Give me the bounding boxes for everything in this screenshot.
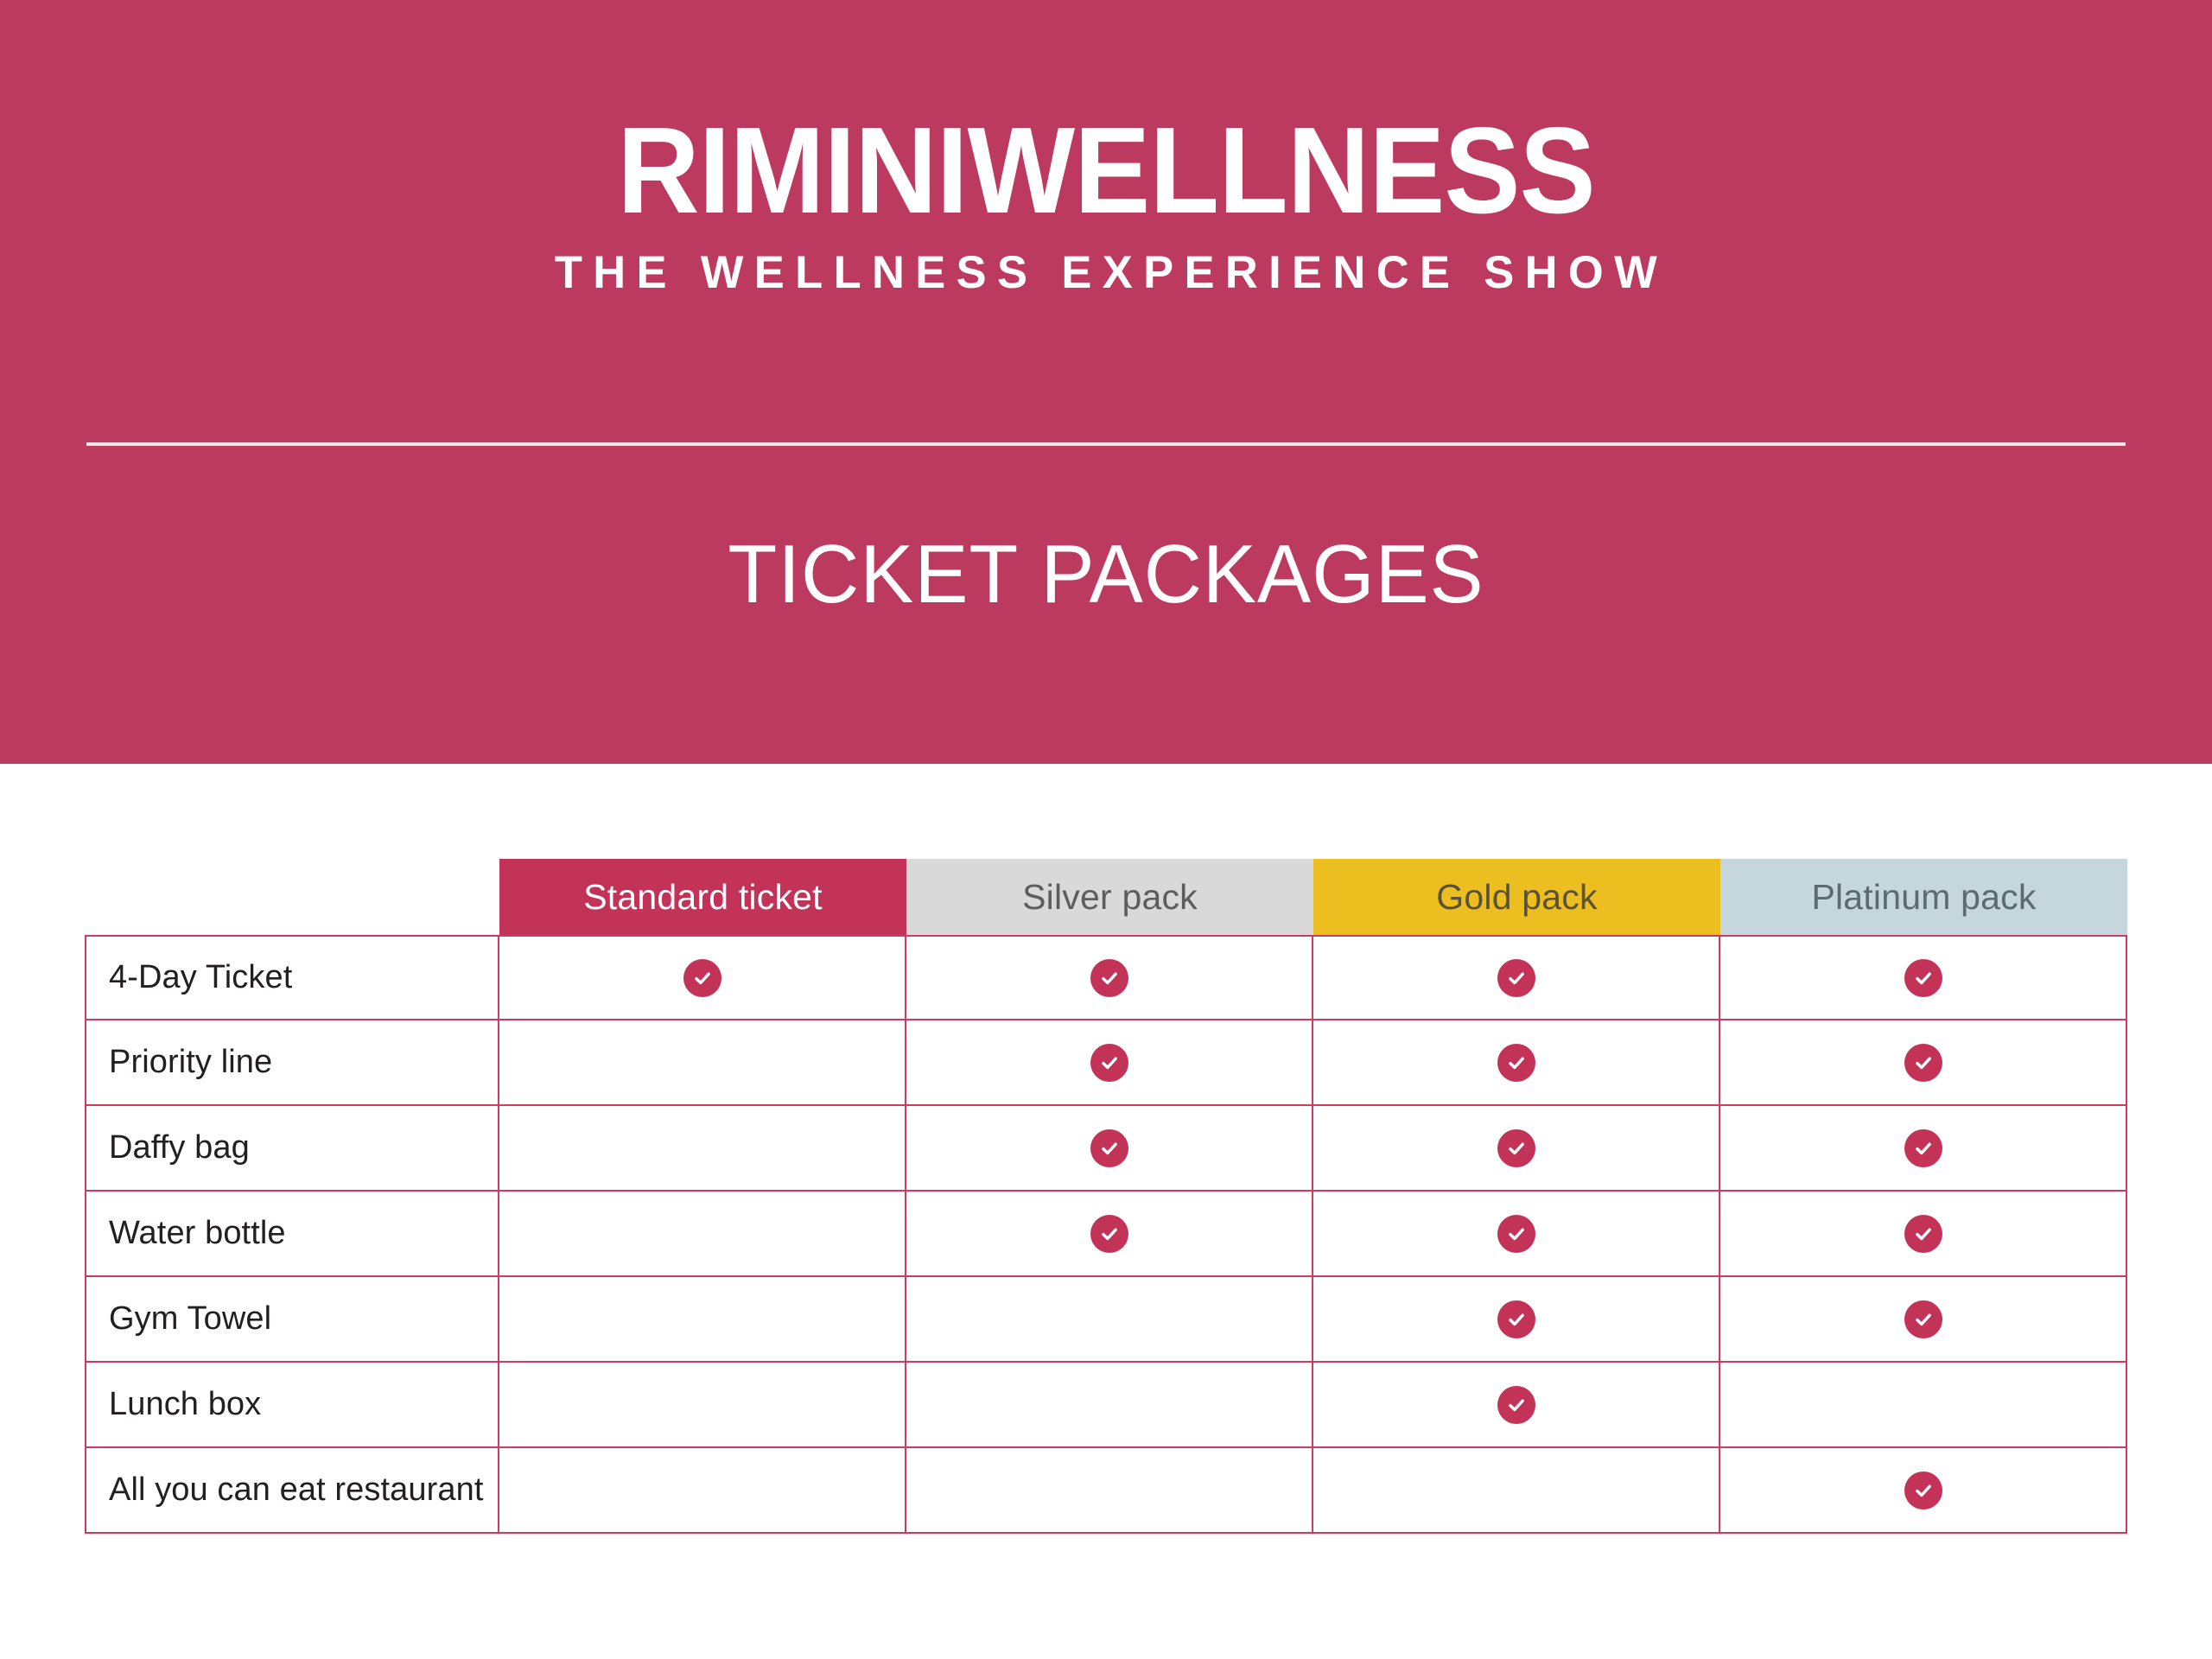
column-header-platinum[interactable]: Platinum pack <box>1720 859 2127 935</box>
check-circle-icon <box>1904 1300 1942 1338</box>
cell-included-platinum <box>1720 1192 2127 1277</box>
table-row: Daffy bag <box>85 1106 2127 1192</box>
check-circle-icon <box>1497 958 1535 997</box>
feature-label: All you can eat restaurant <box>85 1448 499 1534</box>
brand-logo: RIMINIWELLNESS THE WELLNESS EXPERIENCE S… <box>0 102 2212 299</box>
cell-excluded-standard <box>499 1106 906 1192</box>
check-circle-icon <box>1090 958 1128 997</box>
table-body: 4-Day Ticket Priority line Daffy bag Water … <box>85 935 2127 1534</box>
check-circle-icon <box>1904 958 1942 997</box>
check-circle-icon <box>1090 1128 1128 1167</box>
check-circle-icon <box>1904 1471 1942 1510</box>
cell-excluded-standard <box>499 1277 906 1363</box>
cell-included-gold <box>1313 1020 1720 1106</box>
feature-label: Daffy bag <box>85 1106 499 1192</box>
table-row: All you can eat restaurant <box>85 1448 2127 1534</box>
cell-excluded-standard <box>499 1448 906 1534</box>
check-circle-icon <box>1497 1300 1535 1338</box>
header-banner: RIMINIWELLNESS THE WELLNESS EXPERIENCE S… <box>0 0 2212 764</box>
cell-included-silver <box>906 1192 1313 1277</box>
page-title: TICKET PACKAGES <box>728 528 1484 620</box>
check-circle-icon <box>1497 1385 1535 1424</box>
feature-column-header <box>85 859 499 935</box>
cell-excluded-gold <box>1313 1448 1720 1534</box>
logo-tagline: THE WELLNESS EXPERIENCE SHOW <box>554 247 1669 299</box>
table-row: Lunch box <box>85 1363 2127 1448</box>
cell-included-gold <box>1313 1277 1720 1363</box>
feature-label: Priority line <box>85 1020 499 1106</box>
feature-label: 4-Day Ticket <box>85 935 499 1020</box>
feature-label: Gym Towel <box>85 1277 499 1363</box>
column-header-gold[interactable]: Gold pack <box>1313 859 1720 935</box>
cell-included-silver <box>906 935 1313 1020</box>
feature-label: Water bottle <box>85 1192 499 1277</box>
cell-excluded-platinum <box>1720 1363 2127 1448</box>
table-row: Priority line <box>85 1020 2127 1106</box>
cell-excluded-standard <box>499 1363 906 1448</box>
cell-included-platinum <box>1720 1277 2127 1363</box>
table-header-row: Standard ticket Silver pack Gold pack Pl… <box>85 859 2127 935</box>
check-circle-icon <box>1090 1214 1128 1253</box>
packages-table-wrapper: Standard ticket Silver pack Gold pack Pl… <box>85 859 2127 1534</box>
packages-comparison-table: Standard ticket Silver pack Gold pack Pl… <box>85 859 2127 1534</box>
cell-included-silver <box>906 1106 1313 1192</box>
cell-included-platinum <box>1720 1020 2127 1106</box>
check-circle-icon <box>1904 1214 1942 1253</box>
cell-included-gold <box>1313 935 1720 1020</box>
logo-wordmark: RIMINIWELLNESS <box>617 102 1595 239</box>
cell-included-platinum <box>1720 935 2127 1020</box>
table-row: 4-Day Ticket <box>85 935 2127 1020</box>
check-circle-icon <box>1497 1214 1535 1253</box>
check-circle-icon <box>1090 1043 1128 1082</box>
banner-divider <box>86 442 2126 446</box>
column-header-silver[interactable]: Silver pack <box>906 859 1313 935</box>
cell-excluded-silver <box>906 1277 1313 1363</box>
cell-included-gold <box>1313 1106 1720 1192</box>
cell-excluded-silver <box>906 1363 1313 1448</box>
check-circle-icon <box>1497 1043 1535 1082</box>
cell-included-platinum <box>1720 1448 2127 1534</box>
cell-included-gold <box>1313 1363 1720 1448</box>
cell-excluded-standard <box>499 1020 906 1106</box>
check-circle-icon <box>1904 1128 1942 1167</box>
table-row: Water bottle <box>85 1192 2127 1277</box>
table-row: Gym Towel <box>85 1277 2127 1363</box>
feature-label: Lunch box <box>85 1363 499 1448</box>
check-circle-icon <box>1497 1128 1535 1167</box>
cell-excluded-silver <box>906 1448 1313 1534</box>
cell-included-standard <box>499 935 906 1020</box>
table-header: Standard ticket Silver pack Gold pack Pl… <box>85 859 2127 935</box>
check-circle-icon <box>1904 1043 1942 1082</box>
check-circle-icon <box>683 958 721 997</box>
cell-included-gold <box>1313 1192 1720 1277</box>
cell-excluded-standard <box>499 1192 906 1277</box>
cell-included-silver <box>906 1020 1313 1106</box>
cell-included-platinum <box>1720 1106 2127 1192</box>
column-header-standard[interactable]: Standard ticket <box>499 859 906 935</box>
